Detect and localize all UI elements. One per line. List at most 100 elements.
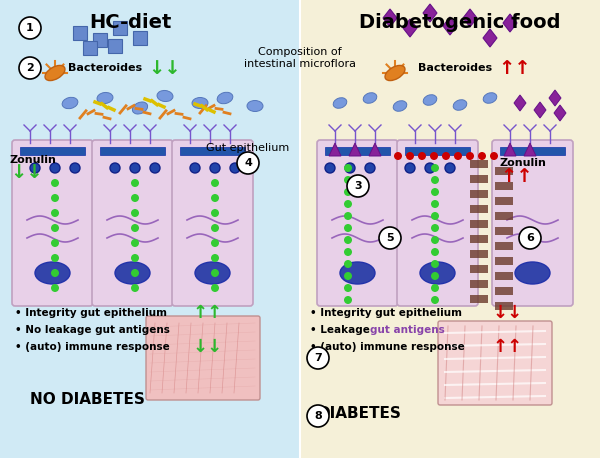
Polygon shape [443,17,457,35]
Circle shape [431,236,439,244]
Circle shape [70,163,80,173]
Polygon shape [534,102,546,118]
Bar [495,182,513,190]
Text: Bacteroides: Bacteroides [68,63,142,73]
Circle shape [431,260,439,268]
Circle shape [405,163,415,173]
Circle shape [211,254,219,262]
Ellipse shape [333,98,347,108]
Text: 2: 2 [26,63,34,73]
Bar [495,167,513,175]
Circle shape [519,227,541,249]
Polygon shape [503,14,517,32]
Text: Zonulin: Zonulin [500,158,547,168]
Text: • (auto) immune response: • (auto) immune response [15,342,170,352]
Circle shape [131,224,139,232]
Circle shape [347,175,369,197]
Text: • Integrity gut epithelium: • Integrity gut epithelium [310,308,462,318]
Circle shape [51,269,59,277]
Ellipse shape [423,95,437,105]
Circle shape [431,296,439,304]
Circle shape [131,254,139,262]
Bar [495,242,513,250]
Circle shape [131,194,139,202]
Ellipse shape [35,262,70,284]
Ellipse shape [45,65,65,81]
Circle shape [430,152,438,160]
Polygon shape [133,31,147,45]
Circle shape [131,284,139,292]
Ellipse shape [385,65,405,81]
Ellipse shape [195,262,230,284]
Circle shape [431,272,439,280]
Bar [500,147,565,155]
Circle shape [478,152,486,160]
Text: ↓↓: ↓↓ [493,304,523,322]
Text: NO DIABETES: NO DIABETES [30,393,145,408]
Text: ↑↑: ↑↑ [193,304,223,322]
Ellipse shape [483,93,497,103]
Circle shape [110,163,120,173]
Text: Composition of
intestinal microflora: Composition of intestinal microflora [244,47,356,69]
Circle shape [51,224,59,232]
Bar [470,220,488,228]
FancyBboxPatch shape [492,140,573,306]
Circle shape [131,179,139,187]
Circle shape [211,284,219,292]
Circle shape [454,152,462,160]
Circle shape [418,152,426,160]
FancyBboxPatch shape [12,140,93,306]
Ellipse shape [157,91,173,102]
Text: ↑↑: ↑↑ [500,167,533,185]
FancyBboxPatch shape [92,140,173,306]
Polygon shape [383,9,397,27]
Text: DIABETES: DIABETES [318,405,402,420]
Circle shape [466,152,474,160]
Circle shape [211,179,219,187]
Ellipse shape [62,97,78,109]
Circle shape [431,224,439,232]
Bar [100,147,165,155]
Circle shape [431,200,439,208]
Circle shape [490,152,498,160]
Text: • (auto) immune response: • (auto) immune response [310,342,465,352]
FancyBboxPatch shape [438,321,552,405]
Circle shape [131,269,139,277]
Circle shape [425,163,435,173]
Circle shape [51,239,59,247]
Circle shape [345,163,355,173]
Circle shape [211,194,219,202]
Text: • No leakage gut antigens: • No leakage gut antigens [15,325,170,335]
Text: ↑↑: ↑↑ [498,59,531,77]
Circle shape [344,176,352,184]
Circle shape [431,188,439,196]
Text: 8: 8 [314,411,322,421]
Ellipse shape [115,262,150,284]
Circle shape [344,212,352,220]
Polygon shape [108,39,122,53]
Circle shape [211,224,219,232]
Polygon shape [463,9,477,27]
Polygon shape [0,0,300,458]
Circle shape [190,163,200,173]
Ellipse shape [453,100,467,110]
Polygon shape [73,26,87,40]
Circle shape [344,296,352,304]
Text: Diabetogenic food: Diabetogenic food [359,13,561,33]
Circle shape [325,163,335,173]
Ellipse shape [193,97,208,109]
Bar [495,227,513,235]
Text: 1: 1 [26,23,34,33]
Circle shape [131,209,139,217]
Text: ↓↓: ↓↓ [148,59,181,77]
Bar [325,147,390,155]
Ellipse shape [217,93,233,104]
Bar [470,295,488,303]
Circle shape [344,200,352,208]
Bar [470,175,488,183]
Text: • Integrity gut epithelium: • Integrity gut epithelium [15,308,167,318]
Polygon shape [349,143,361,156]
Bar [180,147,245,155]
Circle shape [130,163,140,173]
Circle shape [211,239,219,247]
